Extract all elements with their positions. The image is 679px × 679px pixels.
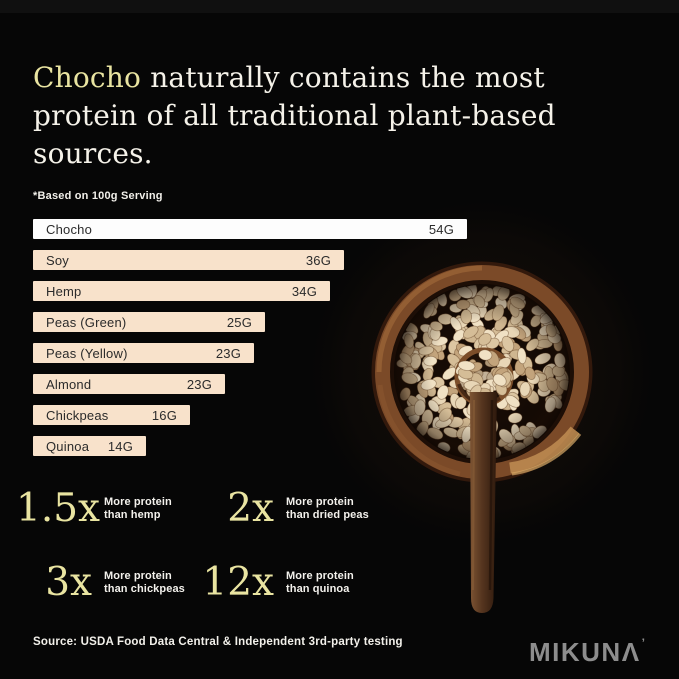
source-note: Source: USDA Food Data Central & Indepen… (33, 636, 403, 648)
stat-line1: More protein (286, 569, 354, 582)
stat-multiplier: 3x (45, 560, 92, 605)
bar-label: Almond (46, 376, 92, 392)
bar-value: 25G (226, 314, 252, 330)
stats-grid: 1.5x More protein than hemp 2x More protein t… (16, 487, 400, 605)
stat-line2: than quinoa (286, 583, 350, 595)
stat-description: More protein than quinoa (280, 570, 400, 597)
bar-label: Peas (Yellow) (46, 345, 128, 361)
bowl-rim-light-patch (509, 426, 582, 476)
stat-description: More protein than chickpeas (98, 570, 194, 597)
brand-logo: MIKUNΛ’ (529, 628, 645, 667)
bar-label: Soy (46, 252, 70, 268)
top-edge-shade (0, 0, 679, 13)
headline-line2: protein of all traditional plant-based (33, 98, 556, 132)
bar-row: Chickpeas 16G (33, 405, 190, 425)
bar-value: 54G (428, 221, 454, 237)
stat-description: More protein than dried peas (280, 496, 400, 523)
bar-label: Peas (Green) (46, 314, 127, 330)
stat-description: More protein than hemp (98, 496, 194, 523)
stat-line2: than chickpeas (104, 583, 185, 595)
stat-multiplier: 12x (202, 560, 274, 605)
bar-value: 23G (186, 376, 212, 392)
stat-line1: More protein (104, 569, 172, 582)
stat-line1: More protein (286, 495, 354, 508)
protein-bar-chart: Chocho 54G Soy 36G Hemp 34G Peas (Green) 25G Pea… (33, 219, 473, 467)
stat-line2: than hemp (104, 509, 161, 521)
headline-line1: naturally contains the most (141, 60, 545, 94)
bar-label: Chickpeas (46, 407, 109, 423)
brand-logo-mark: ’ (641, 636, 645, 650)
bar-value: 23G (215, 345, 241, 361)
headline-highlight: Chocho (33, 60, 142, 94)
bar-row: Soy 36G (33, 250, 344, 270)
bar-row: Quinoa 14G (33, 436, 146, 456)
stat-multiplier: 2x (227, 486, 274, 531)
serving-note: *Based on 100g Serving (33, 190, 163, 202)
page-title: Chocho naturally contains the most prote… (33, 59, 643, 173)
bar-row: Almond 23G (33, 374, 225, 394)
bar-value: 14G (107, 438, 133, 454)
bar-label: Quinoa (46, 438, 90, 454)
bar-value: 16G (151, 407, 177, 423)
bar-row: Peas (Green) 25G (33, 312, 265, 332)
headline-line3: sources. (33, 136, 153, 170)
bar-value: 34G (291, 283, 317, 299)
brand-logo-text: MIKUNΛ (529, 637, 641, 667)
bar-value: 36G (305, 252, 331, 268)
bar-row: Peas (Yellow) 23G (33, 343, 254, 363)
bar-row: Chocho 54G (33, 219, 467, 239)
stat-line2: than dried peas (286, 509, 369, 521)
spoon-handle (470, 392, 497, 613)
bar-label: Hemp (46, 283, 82, 299)
bar-label: Chocho (46, 221, 93, 237)
stat-line1: More protein (104, 495, 172, 508)
bar-row: Hemp 34G (33, 281, 330, 301)
stat-multiplier: 1.5x (16, 486, 101, 531)
